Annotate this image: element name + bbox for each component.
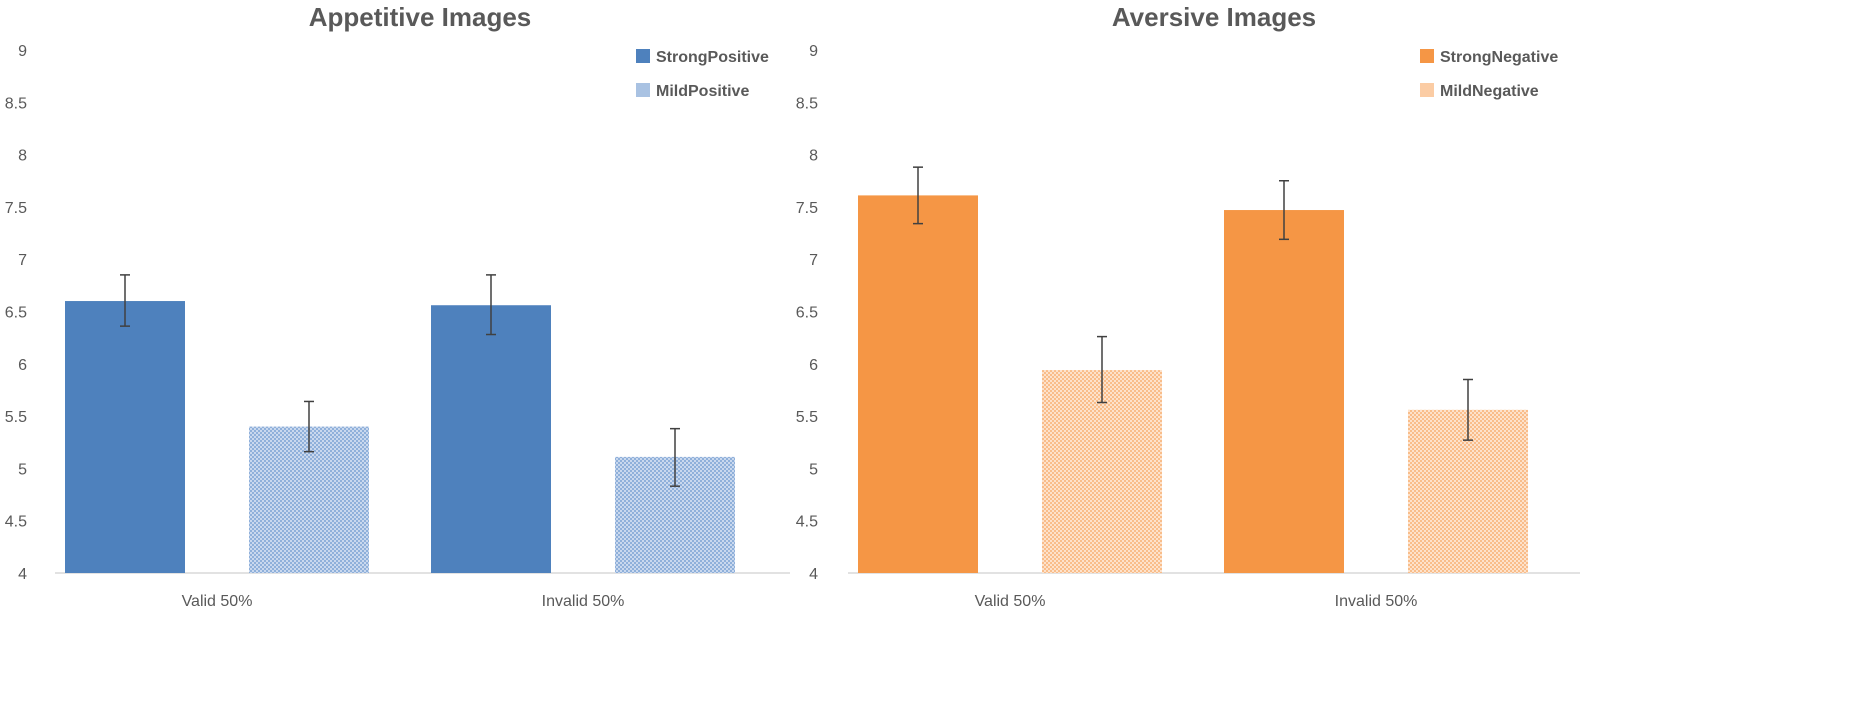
error-bar (1463, 378, 1473, 441)
y-axis: 4 4.5 5 5.5 6 6.5 7 7.5 8 8.5 9 (796, 43, 818, 583)
y-tick-label: 8.5 (5, 95, 27, 112)
y-tick-label: 6.5 (5, 305, 27, 322)
legend-swatch-strong-negative (1420, 49, 1434, 63)
error-bar (670, 427, 680, 487)
y-tick-label: 6 (809, 357, 818, 374)
y-tick-label: 5 (809, 461, 818, 478)
error-bar (1279, 180, 1289, 241)
y-tick-label: 8 (18, 148, 27, 165)
bar-strongnegative-0 (858, 195, 978, 574)
y-tick-label: 7 (18, 252, 27, 269)
error-bar (913, 166, 923, 225)
y-tick-label: 4.5 (5, 514, 27, 531)
aversive-chart: Aversive Images 4 4.5 5 5.5 6 6.5 7 7.5 8 8.5 9 Va… (796, 2, 1580, 610)
error-bar (304, 400, 314, 453)
y-tick-label: 9 (18, 43, 27, 60)
y-tick-label: 4.5 (796, 514, 818, 531)
bars (858, 166, 1528, 574)
y-tick-label: 5.5 (796, 409, 818, 426)
chart-title: Aversive Images (1112, 2, 1316, 32)
legend-label-mild-negative: MildNegative (1440, 83, 1539, 100)
y-tick-label: 8 (809, 148, 818, 165)
y-tick-label: 6.5 (796, 305, 818, 322)
chart-title: Appetitive Images (309, 2, 532, 32)
y-tick-label: 4 (18, 566, 27, 583)
legend: StrongPositive MildPositive (636, 49, 769, 100)
error-bar (1097, 335, 1107, 404)
y-tick-label: 4 (809, 566, 818, 583)
y-tick-label: 7.5 (5, 200, 27, 217)
bars (65, 274, 735, 573)
y-tick-label: 7.5 (796, 200, 818, 217)
legend-label-strong-positive: StrongPositive (656, 49, 769, 66)
bar-mildnegative-0 (1042, 370, 1162, 573)
x-axis-categories: Valid 50% Invalid 50% (975, 593, 1418, 610)
legend-swatch-mild-positive (636, 83, 650, 97)
legend-label-strong-negative: StrongNegative (1440, 49, 1558, 66)
bar-strongpositive-0 (65, 301, 185, 573)
legend-swatch-mild-negative (1420, 83, 1434, 97)
error-bar (120, 274, 130, 327)
x-category-label: Invalid 50% (542, 593, 625, 610)
y-tick-label: 7 (809, 252, 818, 269)
x-category-label: Invalid 50% (1335, 593, 1418, 610)
y-tick-label: 5.5 (5, 409, 27, 426)
legend-swatch-strong-positive (636, 49, 650, 63)
y-tick-label: 5 (18, 461, 27, 478)
y-tick-label: 9 (809, 43, 818, 60)
x-category-label: Valid 50% (182, 593, 253, 610)
legend-label-mild-positive: MildPositive (656, 83, 749, 100)
x-axis-categories: Valid 50% Invalid 50% (182, 593, 625, 610)
legend: StrongNegative MildNegative (1420, 49, 1558, 100)
x-category-label: Valid 50% (975, 593, 1046, 610)
error-bar (486, 274, 496, 336)
bar-strongpositive-1 (431, 305, 551, 573)
bar-strongnegative-1 (1224, 210, 1344, 573)
appetitive-chart: Appetitive Images 44.555.566.577.588.59 … (5, 2, 790, 610)
y-tick-label: 6 (18, 357, 27, 374)
y-tick-label: 8.5 (796, 95, 818, 112)
y-axis: 4 4.5 5 5.5 6 6.5 7 7.5 8 8.5 9 (5, 43, 27, 583)
